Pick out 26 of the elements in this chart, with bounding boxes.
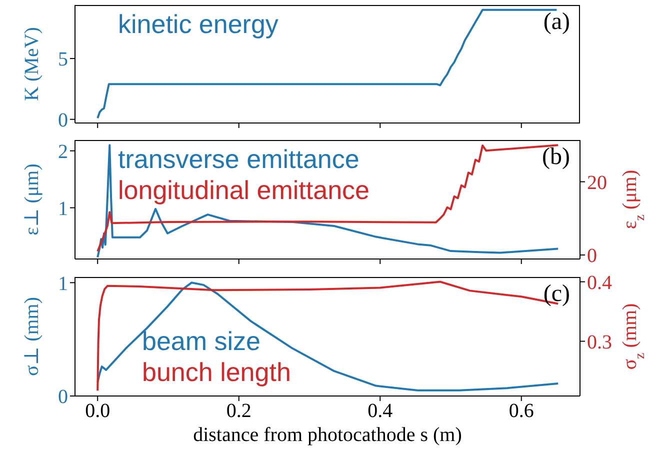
series-label: bunch length — [142, 357, 291, 388]
y-axis-title: ε⊥ (μm) — [21, 164, 43, 236]
y-tick-label: 0 — [58, 109, 68, 132]
x-tick-label: 0.4 — [368, 400, 393, 422]
annotation: (b) — [542, 144, 570, 171]
y2-tick-label: 20 — [587, 172, 607, 194]
series-label: transverse emittance — [118, 144, 360, 175]
y-axis-title: K (MeV) — [21, 27, 43, 101]
x-tick-label: 0.0 — [85, 400, 110, 422]
series-label: longitudinal emittance — [118, 175, 370, 206]
y2-tick-label: 0.3 — [587, 331, 612, 354]
y2-tick-label: 0.4 — [587, 272, 612, 294]
y-tick-label: 2 — [58, 140, 68, 163]
y-tick-label: 1 — [58, 272, 68, 295]
series-label: kinetic energy — [118, 9, 278, 40]
x-tick-label: 0.6 — [508, 400, 534, 422]
series-label: beam size — [142, 326, 262, 357]
y2-tick-label: 0 — [587, 245, 597, 268]
y-axis-title: σ⊥ (mm) — [21, 296, 43, 376]
annotation: (c) — [543, 281, 570, 308]
y-tick-label: 1 — [58, 198, 68, 220]
x-axis-title: distance from photocathode s (m) — [193, 424, 462, 446]
annotation: (a) — [543, 9, 570, 36]
x-tick-label: 0.2 — [226, 400, 252, 422]
y-tick-label: 5 — [58, 48, 68, 71]
y-tick-label: 0 — [58, 386, 68, 408]
